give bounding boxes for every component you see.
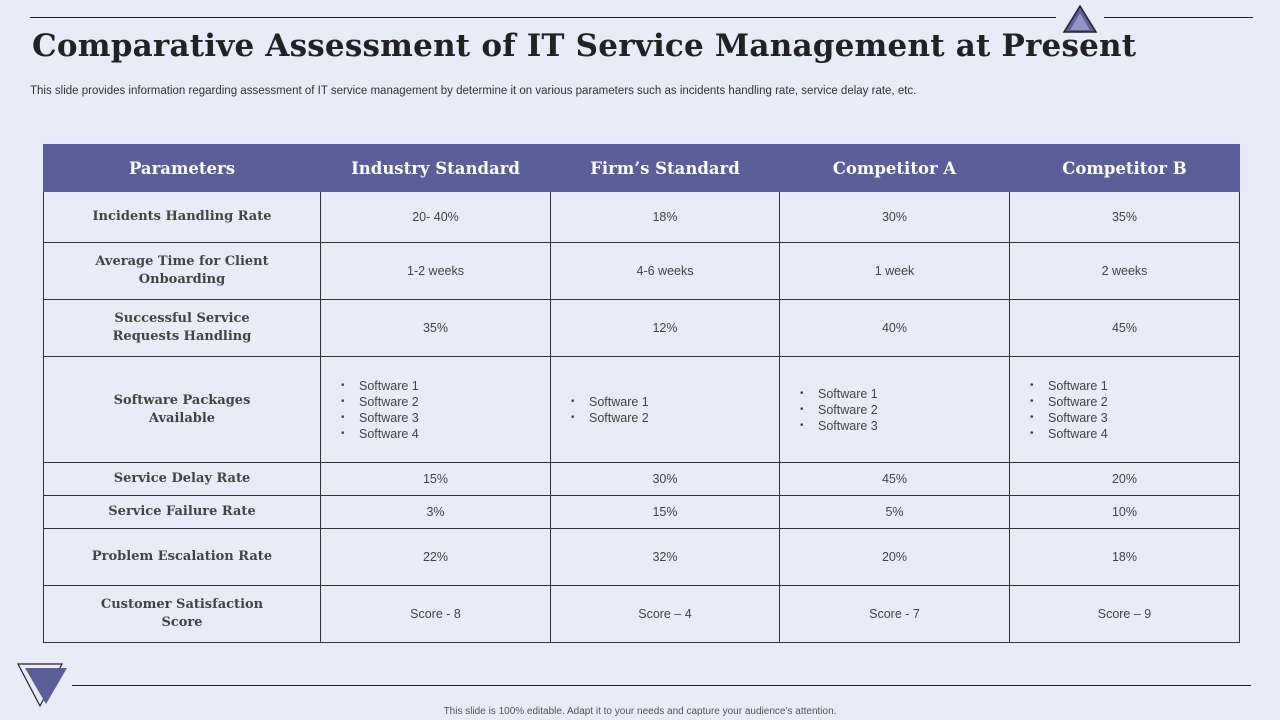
table-row: Incidents Handling Rate 20- 40% 18% 30% … (43, 191, 1240, 243)
row-label: Successful Service Requests Handling (43, 299, 321, 357)
table-row: Service Failure Rate 3% 15% 5% 10% (43, 495, 1240, 529)
table-cell: 2 weeks (1009, 242, 1240, 300)
table-cell: Score - 7 (779, 585, 1010, 643)
list-item: Software 1 (1028, 378, 1108, 394)
table-cell: 45% (779, 462, 1010, 496)
top-rule-right (1104, 17, 1253, 18)
table-cell: 18% (1009, 528, 1240, 586)
list-item: Software 3 (798, 418, 878, 434)
table-cell: 15% (550, 495, 780, 529)
row-label: Software Packages Available (43, 356, 321, 463)
top-rule (30, 17, 1056, 18)
table-cell: 20% (1009, 462, 1240, 496)
list-item: Software 2 (798, 402, 878, 418)
software-list-cell: Software 1 Software 2 Software 3 (779, 356, 1010, 463)
table-cell: 5% (779, 495, 1010, 529)
header-industry-standard: Industry Standard (320, 144, 551, 192)
page-subtitle: This slide provides information regardin… (30, 85, 917, 97)
table-cell: 1-2 weeks (320, 242, 551, 300)
header-competitor-a: Competitor A (779, 144, 1010, 192)
table-cell: 1 week (779, 242, 1010, 300)
list-item: Software 1 (798, 386, 878, 402)
table-cell: 30% (779, 191, 1010, 243)
software-list-cell: Software 1 Software 2 Software 3 Softwar… (1009, 356, 1240, 463)
comparison-table: Parameters Industry Standard Firm’s Stan… (43, 144, 1240, 643)
software-list-cell: Software 1 Software 2 Software 3 Softwar… (320, 356, 551, 463)
table-cell: 22% (320, 528, 551, 586)
table-cell: 4-6 weeks (550, 242, 780, 300)
list-item: Software 4 (339, 426, 419, 442)
table-cell: 40% (779, 299, 1010, 357)
list-item: Software 4 (1028, 426, 1108, 442)
row-label: Incidents Handling Rate (43, 191, 321, 243)
list-item: Software 2 (1028, 394, 1108, 410)
software-list-cell: Software 1 Software 2 (550, 356, 780, 463)
table-cell: 12% (550, 299, 780, 357)
header-firms-standard: Firm’s Standard (550, 144, 780, 192)
list-item: Software 1 (569, 394, 649, 410)
table-row: Software Packages Available Software 1 S… (43, 356, 1240, 463)
list-item: Software 1 (339, 378, 419, 394)
table-cell: 35% (320, 299, 551, 357)
table-cell: 35% (1009, 191, 1240, 243)
software-list: Software 1 Software 2 Software 3 Softwar… (339, 378, 419, 442)
table-cell: 10% (1009, 495, 1240, 529)
list-item: Software 2 (569, 410, 649, 426)
row-label: Service Delay Rate (43, 462, 321, 496)
header-competitor-b: Competitor B (1009, 144, 1240, 192)
page-title: Comparative Assessment of IT Service Man… (32, 28, 1137, 64)
row-label: Customer Satisfaction Score (43, 585, 321, 643)
table-cell: Score – 4 (550, 585, 780, 643)
table-header-row: Parameters Industry Standard Firm’s Stan… (43, 144, 1240, 192)
list-item: Software 3 (339, 410, 419, 426)
triangle-logo-icon (17, 663, 67, 708)
software-list: Software 1 Software 2 Software 3 Softwar… (1028, 378, 1108, 442)
footer-note: This slide is 100% editable. Adapt it to… (443, 706, 837, 717)
table-row: Successful Service Requests Handling 35%… (43, 299, 1240, 357)
list-item: Software 3 (1028, 410, 1108, 426)
table-cell: Score – 9 (1009, 585, 1240, 643)
software-list: Software 1 Software 2 Software 3 (798, 386, 878, 434)
table-cell: 32% (550, 528, 780, 586)
table-cell: 20- 40% (320, 191, 551, 243)
table-cell: Score - 8 (320, 585, 551, 643)
table-cell: 45% (1009, 299, 1240, 357)
table-cell: 18% (550, 191, 780, 243)
table-cell: 20% (779, 528, 1010, 586)
list-item: Software 2 (339, 394, 419, 410)
table-row: Service Delay Rate 15% 30% 45% 20% (43, 462, 1240, 496)
table-row: Customer Satisfaction Score Score - 8 Sc… (43, 585, 1240, 643)
header-parameters: Parameters (43, 144, 321, 192)
table-row: Problem Escalation Rate 22% 32% 20% 18% (43, 528, 1240, 586)
table-cell: 15% (320, 462, 551, 496)
row-label: Average Time for Client Onboarding (43, 242, 321, 300)
table-cell: 3% (320, 495, 551, 529)
bottom-rule (72, 685, 1251, 686)
table-row: Average Time for Client Onboarding 1-2 w… (43, 242, 1240, 300)
row-label: Service Failure Rate (43, 495, 321, 529)
software-list: Software 1 Software 2 (569, 394, 649, 426)
table-cell: 30% (550, 462, 780, 496)
row-label: Problem Escalation Rate (43, 528, 321, 586)
triangle-logo-icon (1062, 4, 1098, 33)
